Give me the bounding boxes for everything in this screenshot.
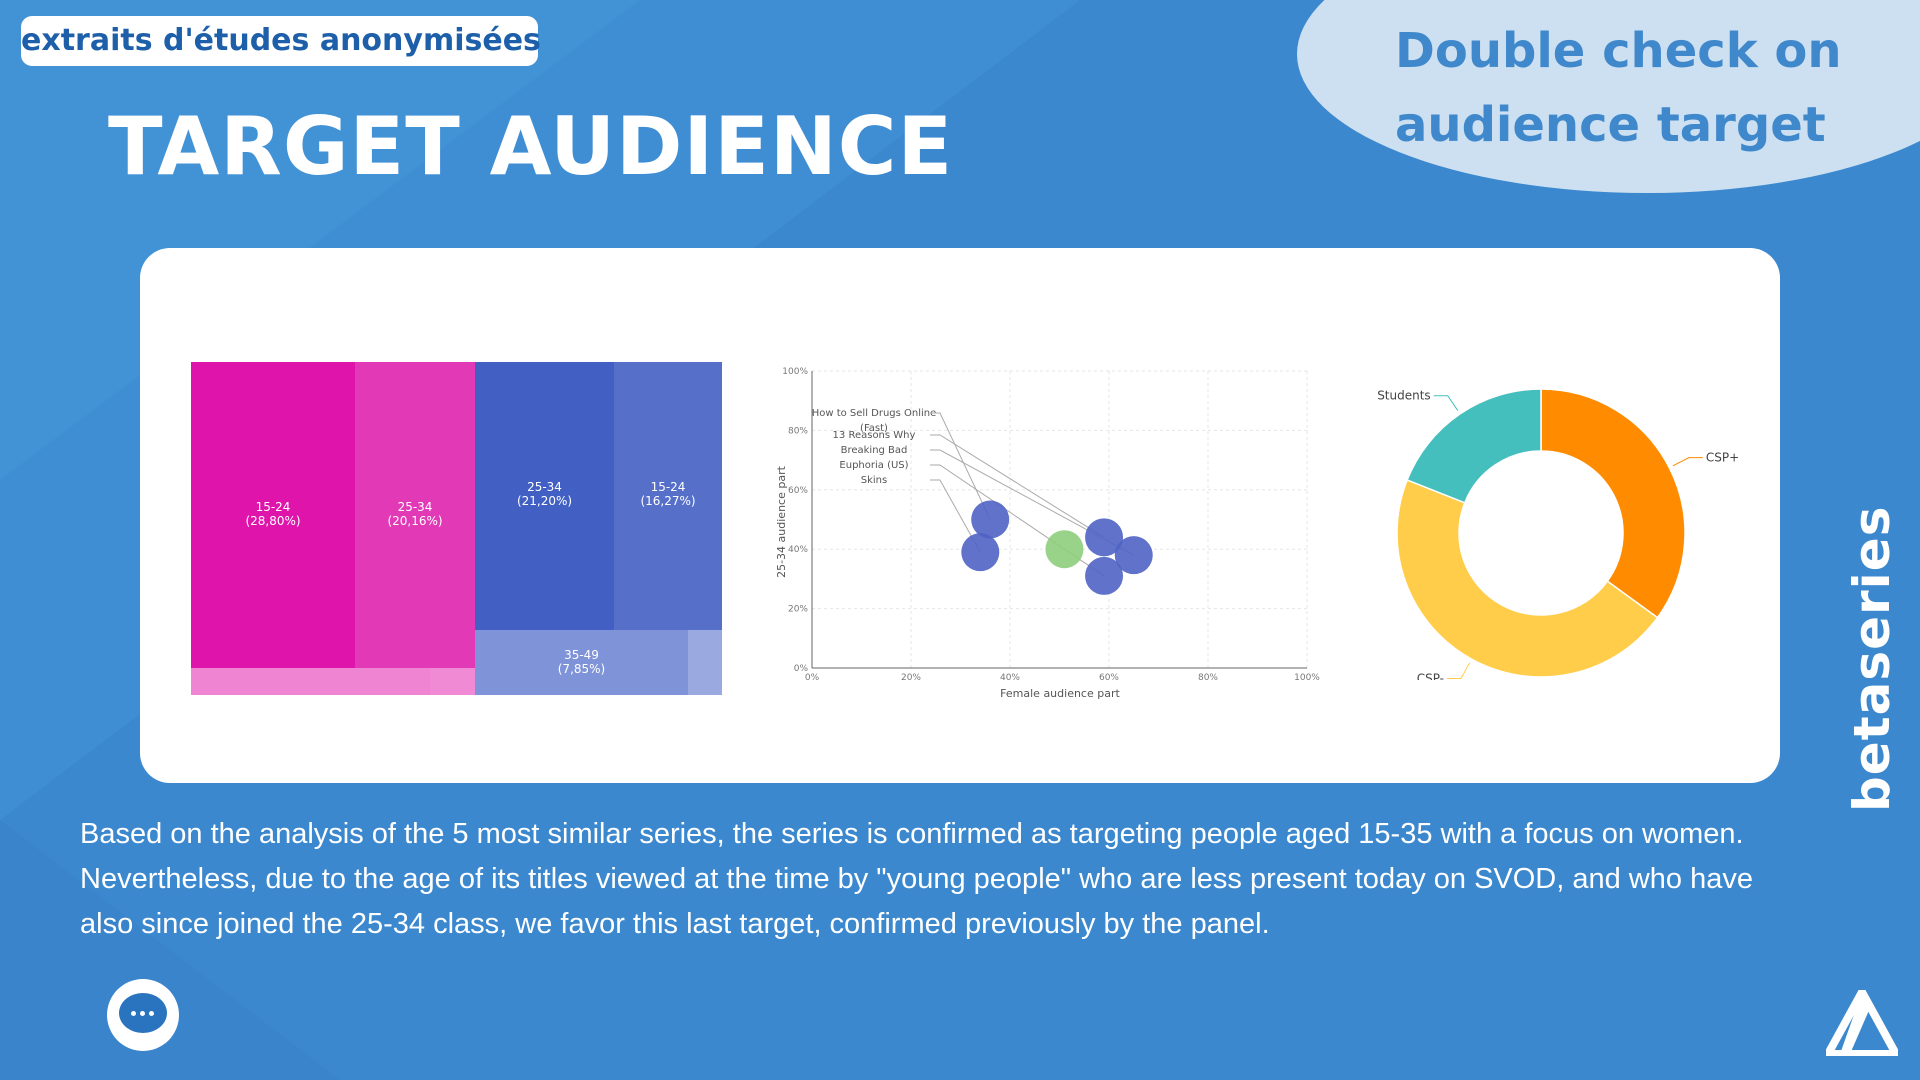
scatter-point [971,500,1010,539]
donut-slice [1540,388,1686,619]
callout-line-2: audience target [1395,97,1826,153]
donut-slice [1396,479,1659,678]
scatter-point-label: 13 Reasons Why [833,430,916,441]
age-gender-treemap: 15-24 (28,80%) 25-34 (20,16%) 25-34 (21,… [191,362,722,695]
treemap-label: 25-34 [527,480,562,494]
donut-label: Students [1377,389,1431,403]
csp-donut-chart: CSP+ CSP- Students [1377,388,1739,680]
scatter-x-tick: 20% [901,673,921,683]
treemap-label: 15-24 [650,480,686,494]
donut-leader-line [1433,395,1459,411]
treemap-value: (16,27%) [640,494,696,508]
scatter-x-tick: 80% [1198,673,1218,683]
scatter-leader-line [930,479,981,553]
scatter-y-tick: 100% [782,367,808,377]
treemap-cell-female-25-34: 25-34 (20,16%) [355,362,475,668]
treemap-cell-male-15-24: 15-24 (16,27%) [614,362,722,630]
audience-scatter-chart: 25-34 audience part Female audience part… [775,367,1320,700]
scatter-point-label: Skins [861,475,887,486]
chat-icon [119,993,167,1033]
scatter-point-label: How to Sell Drugs Online [812,408,937,419]
donut-leader-line [1672,457,1703,467]
scatter-x-tick: 60% [1099,673,1119,683]
treemap-cell-male-25-34: 25-34 (21,20%) [475,362,614,630]
scatter-x-axis-label: Female audience part [1000,687,1120,700]
scatter-y-tick: 40% [788,545,808,555]
scatter-point [961,533,1000,572]
scatter-y-tick: 60% [788,486,808,496]
treemap-value: (28,80%) [245,514,301,528]
treemap-cell-male-35-49: 35-49 (7,85%) [475,630,688,695]
treemap-label: 25-34 [397,500,433,514]
chat-button[interactable] [107,979,179,1051]
donut-leader-line [1447,662,1471,679]
treemap-cell-female-other-1 [191,668,430,695]
treemap-value: (20,16%) [387,514,443,528]
donut-slice [1406,388,1542,504]
analysis-description: Based on the analysis of the 5 most simi… [80,818,1753,940]
treemap-label: 15-24 [255,500,291,514]
scatter-point [1085,556,1124,595]
brand-name: betaseries [1843,505,1901,812]
scatter-y-tick: 20% [788,605,808,615]
scatter-leader-line [930,449,1134,556]
scatter-y-tick: 0% [794,664,809,674]
scatter-x-tick: 40% [1000,673,1020,683]
scatter-y-axis-label: 25-34 audience part [775,465,788,578]
betaseries-logo-icon [1826,990,1898,1056]
scatter-y-tick: 80% [788,426,808,436]
scatter-point [1085,518,1124,557]
scatter-point [1114,536,1153,575]
treemap-value: (21,20%) [516,494,573,508]
treemap-label: 35-49 [564,648,599,662]
scatter-point-label: Euphoria (US) [839,460,908,471]
donut-label: CSP+ [1706,451,1739,465]
callout-line-1: Double check on [1395,23,1842,79]
scatter-leader-line [930,434,1105,538]
scatter-point [1045,530,1084,569]
scatter-x-tick: 0% [805,673,820,683]
treemap-cell-female-15-24: 15-24 (28,80%) [191,362,355,668]
page-title: TARGET AUDIENCE [108,100,954,193]
scatter-point-label: (Fast) [860,423,888,434]
donut-label: CSP- [1417,671,1444,680]
treemap-cell-female-other-2 [430,668,475,695]
treemap-value: (7,85%) [557,662,606,676]
study-badge: extraits d'études anonymisées [21,16,541,66]
callout-text: Double check on audience target [1395,14,1855,162]
scatter-x-tick: 100% [1294,673,1320,683]
treemap-cell-male-other [688,630,722,695]
scatter-leader-line [930,412,991,520]
scatter-point-label: Breaking Bad [841,445,908,456]
